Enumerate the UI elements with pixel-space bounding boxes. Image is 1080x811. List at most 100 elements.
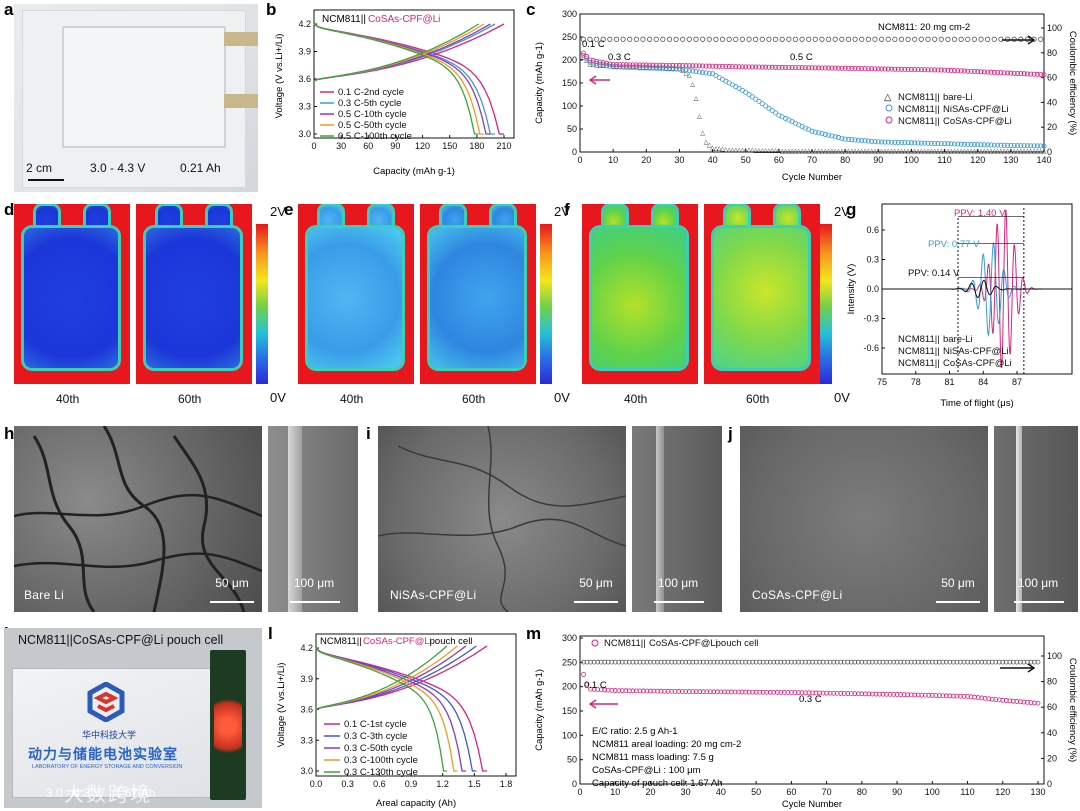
co-marker (610, 62, 616, 68)
bare-marker: △ (1015, 149, 1020, 155)
color-bar (820, 224, 832, 384)
x-ticks: 0 10 20 30 40 50 60 70 80 90 100 110 120 130 (577, 781, 1046, 797)
bare-marker: △ (737, 148, 742, 154)
bare-marker: △ (946, 149, 951, 155)
capacity-marker (641, 688, 646, 694)
co-marker (673, 62, 679, 68)
capacity-marker (891, 691, 896, 697)
ce-marker (598, 659, 604, 665)
co-marker (912, 67, 918, 73)
capacity-marker (834, 690, 840, 696)
ce-marker (666, 36, 673, 42)
panel-label-b: b (266, 0, 277, 19)
ni-marker (696, 69, 702, 75)
co-marker (1008, 70, 1014, 76)
c-yl-label: 50 (567, 124, 577, 134)
m-yl-label: 150 (562, 706, 577, 716)
m-yl-label: 50 (567, 755, 577, 765)
ce-marker (1003, 659, 1009, 665)
bare-marker: △ (949, 149, 954, 155)
ce-marker (1004, 36, 1011, 42)
capacity-marker (595, 687, 601, 692)
ce-marker (760, 659, 766, 665)
bare-marker: △ (995, 149, 1000, 155)
y-right-ticks: 0 20 40 60 80 100 (1041, 23, 1062, 157)
bare-marker: △ (879, 149, 884, 155)
ni-marker (812, 129, 818, 135)
ce-marker (894, 659, 900, 665)
ce-marker (961, 659, 967, 665)
bare-marker: △ (783, 148, 788, 154)
ni-marker (630, 65, 636, 71)
ce-marker (676, 659, 681, 665)
y-right-label: Coulombic efficiency (%) (1067, 31, 1078, 135)
discharge-curve (313, 23, 479, 135)
co-marker (703, 63, 709, 69)
bare-marker: △ (820, 149, 825, 155)
ce-marker (715, 659, 720, 665)
rate-05c: 0.5 C (790, 52, 813, 63)
ni-marker (819, 131, 825, 137)
ni-marker (759, 101, 765, 107)
capacity-marker (736, 689, 741, 695)
l-y-label: 3.9 (300, 674, 313, 684)
ce-marker (848, 659, 854, 665)
bare-marker: △ (780, 148, 785, 154)
capacity-marker (1028, 700, 1034, 706)
ce-marker (845, 36, 852, 42)
co-marker (948, 67, 954, 73)
bare-marker: △ (982, 149, 987, 155)
co-marker (928, 67, 934, 73)
co-marker (875, 66, 881, 72)
co-marker (789, 65, 795, 71)
capacity-marker (919, 692, 925, 698)
ce-marker (922, 659, 928, 665)
legend: NCM811|| bare-Li NCM811|| NiSAs-CPF@Li N… (898, 334, 1012, 369)
co-marker (842, 65, 848, 71)
ce-marker (865, 36, 871, 42)
capacity-marker (714, 689, 720, 695)
ni-marker (623, 64, 629, 70)
ultrasound-map (14, 204, 130, 384)
bare-marker: △ (1022, 149, 1027, 155)
ce-marker (746, 36, 752, 42)
m-x-label: 100 (925, 787, 940, 797)
university-name: 华中科技大学 (82, 730, 137, 740)
capacity-marker (979, 695, 985, 701)
c-x-label: 20 (641, 155, 651, 165)
capacity-marker (633, 688, 639, 694)
ce-marker (991, 36, 997, 42)
co-marker (915, 67, 921, 73)
ce-marker (587, 36, 593, 42)
ni-marker (1018, 143, 1024, 149)
ce-marker (1028, 659, 1034, 665)
bare-marker: △ (1032, 149, 1037, 155)
co-marker (766, 64, 772, 70)
m-x-label: 0 (577, 787, 582, 797)
capacity-marker (989, 696, 995, 702)
ce-marker (898, 659, 903, 665)
co-marker (985, 69, 991, 75)
rate-01c: 0.1 C (584, 680, 607, 691)
m-yl-label: 0 (572, 779, 577, 789)
ni-marker (895, 139, 901, 145)
capacity-marker (813, 690, 819, 696)
capacity-marker (951, 693, 956, 699)
cycle-markers: △△△△△△△△△△△△△△△△△△△△△△△△△△△△△△△△△△△△△△△△… (580, 36, 1047, 155)
co-marker (716, 63, 722, 69)
sem-label: NiSAs-CPF@Li (390, 588, 477, 602)
co-marker (1031, 71, 1037, 77)
ce-marker (690, 659, 696, 665)
panel-label-d: d (4, 200, 15, 219)
c-yr-label: 20 (1047, 122, 1057, 132)
bare-marker: △ (866, 149, 871, 155)
ce-marker (673, 36, 679, 42)
ce-marker (630, 659, 636, 665)
ce-marker (1018, 36, 1024, 42)
b-y-label: 3.0 (298, 129, 311, 139)
bare-marker: △ (863, 149, 868, 155)
capacity-arrow (588, 699, 618, 709)
ce-marker (792, 36, 799, 42)
bare-marker: △ (952, 149, 957, 155)
co-marker (829, 65, 835, 71)
